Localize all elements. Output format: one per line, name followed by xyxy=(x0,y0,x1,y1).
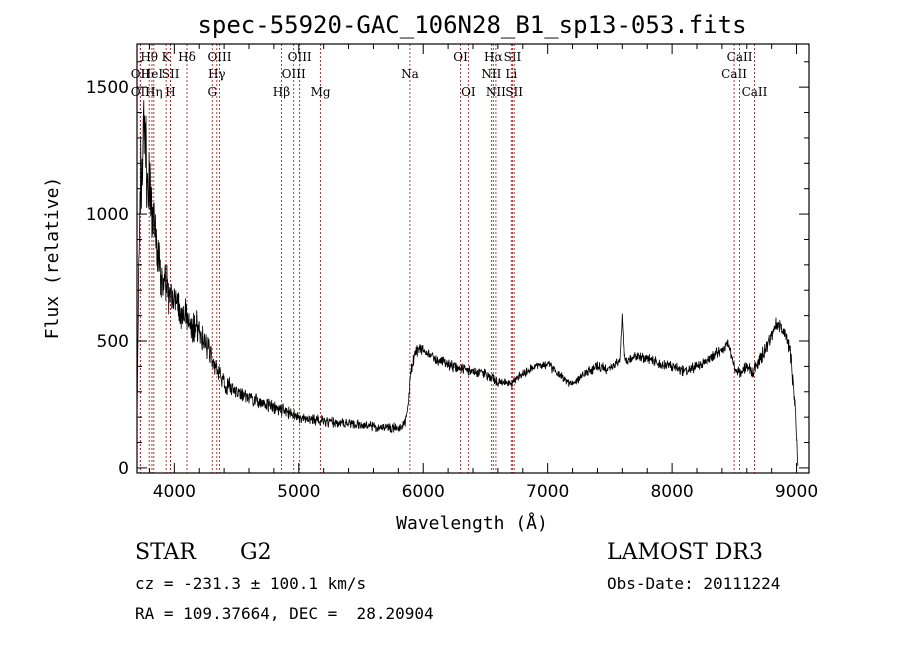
y-tick-label: 0 xyxy=(118,459,129,479)
x-tick-label: 8000 xyxy=(650,482,693,502)
line-marker-label: CaII xyxy=(742,85,768,99)
spectrum-line xyxy=(136,100,799,466)
line-marker-label: H xyxy=(165,85,175,99)
line-marker-label: Hα xyxy=(484,50,503,64)
y-tick-label: 1000 xyxy=(86,205,129,225)
chart-title: spec-55920-GAC_106N28_B1_sp13-053.fits xyxy=(197,11,746,39)
line-marker-label: K xyxy=(162,50,172,64)
x-tick-label: 6000 xyxy=(402,482,445,502)
y-tick-label: 500 xyxy=(97,332,129,352)
line-marker-label: SII xyxy=(504,50,522,64)
survey-name: LAMOST DR3 xyxy=(607,540,763,565)
plot-frame xyxy=(136,43,810,474)
line-marker-label: OIII xyxy=(288,50,312,64)
line-marker-label: CaII xyxy=(721,67,747,81)
y-tick-label: 1500 xyxy=(86,78,129,98)
spectrum-chart: spec-55920-GAC_106N28_B1_sp13-053.fits O… xyxy=(42,11,818,534)
x-axis-label: Wavelength (Å) xyxy=(396,512,548,534)
x-tick-label: 5000 xyxy=(277,482,320,502)
line-marker-label: Hδ xyxy=(178,50,196,64)
axis-ticks: 4000 5000 6000 7000 8000 9000 0 500 1000 1500 xyxy=(86,44,818,502)
line-marker-label: HeI xyxy=(141,67,164,81)
line-marker-label: G xyxy=(207,85,217,99)
x-tick-label: 4000 xyxy=(153,482,196,502)
line-marker-label: OIII xyxy=(282,67,306,81)
x-tick-label: 9000 xyxy=(775,482,818,502)
x-tick-label: 7000 xyxy=(526,482,569,502)
line-marker-label: Na xyxy=(401,67,419,81)
line-marker-label: Li xyxy=(505,67,517,81)
line-marker-label: Hβ xyxy=(273,85,290,99)
object-class: STAR xyxy=(135,540,196,565)
line-marker-label: OII xyxy=(131,85,151,99)
line-marker-label: Hθ xyxy=(140,50,158,64)
line-marker-label: NII xyxy=(486,85,506,99)
line-marker-label: Mg xyxy=(311,85,331,99)
line-marker-label: OI xyxy=(453,50,468,64)
spectrum-series xyxy=(136,100,799,466)
line-marker-label: SII xyxy=(505,85,523,99)
line-marker-label: OI xyxy=(461,85,476,99)
obs-date: Obs-Date: 20111224 xyxy=(607,574,781,593)
object-subclass: G2 xyxy=(240,540,272,565)
line-marker-label: Hγ xyxy=(208,67,226,81)
redshift-text: cz = -231.3 ± 100.1 km/s xyxy=(135,574,367,593)
coordinates: RA = 109.37664, DEC = 28.20904 xyxy=(135,604,434,623)
y-axis-label: Flux (relative) xyxy=(42,177,63,340)
line-marker-label: CaII xyxy=(727,50,753,64)
line-marker-label: Hη xyxy=(145,85,163,99)
line-marker-label: OIII xyxy=(207,50,231,64)
line-marker-label: NII xyxy=(481,67,501,81)
